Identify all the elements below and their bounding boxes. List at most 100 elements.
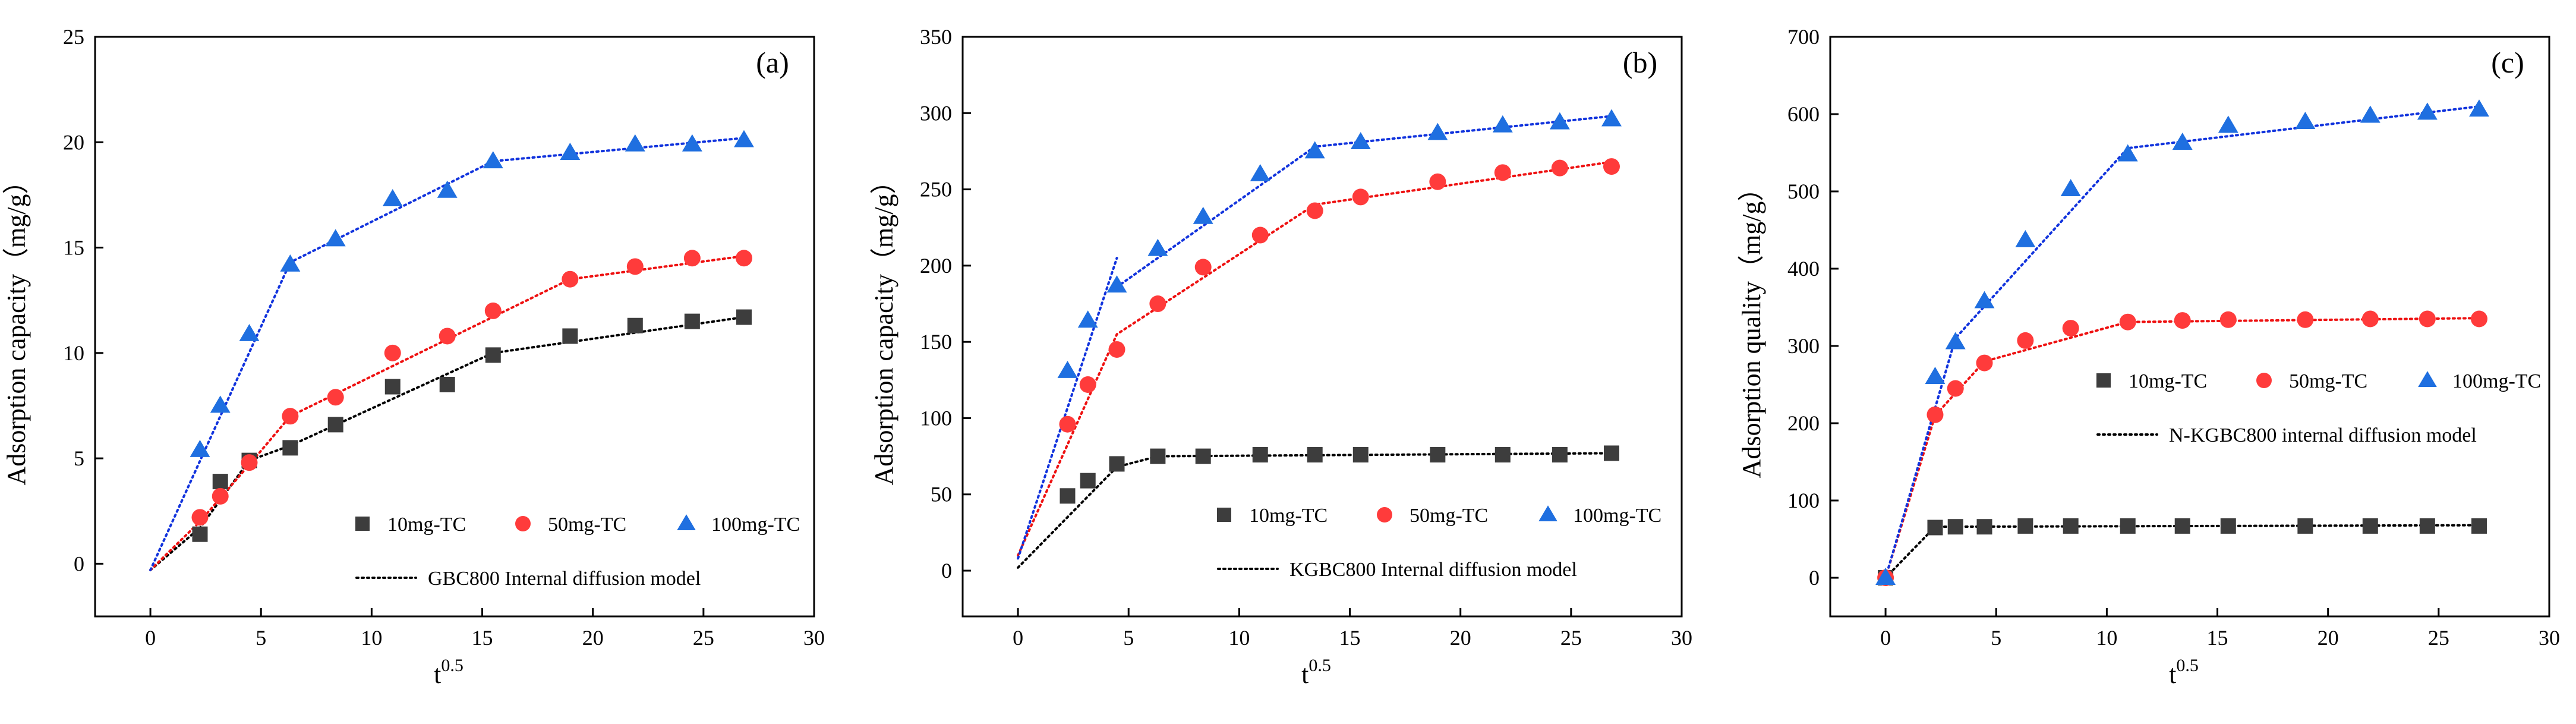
- data-point: [1494, 164, 1511, 181]
- legend-label: 100mg-TC: [711, 514, 800, 536]
- legend-label: 10mg-TC: [1249, 505, 1328, 527]
- data-point: [485, 347, 501, 363]
- legend-marker: [1217, 508, 1231, 522]
- data-point: [560, 143, 581, 160]
- y-tick-label: 0: [1809, 566, 1820, 590]
- y-tick-label: 700: [1787, 25, 1820, 49]
- data-point: [1306, 202, 1323, 219]
- y-tick-label: 0: [941, 559, 952, 583]
- data-point: [1427, 122, 1448, 140]
- data-point: [2060, 179, 2081, 197]
- data-point: [239, 323, 260, 341]
- data-point: [327, 389, 344, 406]
- fit-line: [1017, 160, 1613, 557]
- data-point: [282, 408, 299, 425]
- data-point: [1927, 406, 1944, 423]
- data-point: [1307, 447, 1323, 463]
- data-point: [2469, 99, 2489, 117]
- data-point: [1352, 447, 1369, 463]
- x-tick-label: 5: [1991, 626, 2001, 650]
- data-point: [1350, 132, 1371, 149]
- legend-model-label: GBC800 Internal diffusion model: [428, 568, 701, 590]
- y-tick-label: 500: [1787, 180, 1820, 203]
- data-point: [2219, 311, 2237, 328]
- x-tick-label: 10: [1228, 626, 1250, 650]
- data-point: [562, 270, 579, 288]
- data-point: [439, 328, 456, 345]
- data-point: [280, 254, 301, 272]
- data-point: [1494, 447, 1511, 463]
- data-point: [384, 379, 401, 395]
- x-tick-label: 0: [1880, 626, 1891, 650]
- data-point: [191, 509, 209, 526]
- x-tick-label: 5: [1123, 626, 1134, 650]
- panel-c: 0 5 10 15 20 25 300100200300400500600700t0.5Ad…: [1737, 25, 2560, 689]
- data-point: [1057, 360, 1078, 378]
- data-point: [190, 439, 210, 457]
- data-point: [2174, 312, 2191, 329]
- data-point: [1976, 519, 1992, 535]
- data-point: [1976, 354, 1993, 372]
- data-point: [2220, 518, 2236, 534]
- data-point: [562, 328, 578, 344]
- data-point: [1195, 448, 1211, 464]
- data-point: [1080, 473, 1096, 489]
- data-point: [2470, 310, 2487, 328]
- legend-marker: [677, 514, 696, 531]
- x-tick-label: 0: [145, 626, 156, 650]
- data-point: [241, 454, 258, 471]
- data-point: [1194, 259, 1212, 276]
- data-point: [1552, 447, 1568, 463]
- panel-a: 0 5 10 15 20 25 30 0 5 10 15 20 25 t0.5 Adsorption cap…: [2, 25, 825, 689]
- x-axis-title: t0.5: [2169, 656, 2199, 689]
- data-point: [1109, 456, 1125, 472]
- y-tick-label: 200: [920, 254, 952, 278]
- data-point: [682, 134, 702, 152]
- x-axis-title-superscript: 0.5: [2176, 656, 2199, 675]
- legend-label: 100mg-TC: [2452, 370, 2541, 392]
- data-point: [1079, 376, 1096, 393]
- y-tick-label: 150: [920, 330, 952, 354]
- plot-frame: [1829, 36, 2550, 618]
- plot-frame: [961, 36, 1683, 618]
- legend-marker: [355, 517, 370, 531]
- x-tick-label: 15: [1339, 626, 1361, 650]
- data-point: [210, 395, 231, 413]
- data-point: [212, 474, 228, 490]
- data-point: [1947, 519, 1963, 535]
- x-tick-label: 0: [1013, 626, 1023, 650]
- x-tick-label: 25: [693, 626, 714, 650]
- data-point: [2017, 332, 2034, 349]
- y-tick-label: 400: [1787, 257, 1820, 281]
- data-point: [2119, 313, 2136, 330]
- data-point: [1603, 445, 1619, 461]
- data-point: [1947, 380, 1964, 397]
- y-tick-label: 600: [1787, 102, 1820, 126]
- data-point: [2360, 105, 2380, 123]
- data-point: [1875, 568, 1896, 585]
- data-point: [325, 229, 346, 247]
- panel-b: 0 5 10 15 20 25 30050100150200250300350t0.5Ads…: [869, 25, 1692, 689]
- x-tick-label: 15: [2207, 626, 2228, 650]
- x-tick-label: 15: [472, 626, 493, 650]
- data-point: [2419, 310, 2436, 328]
- data-point: [736, 309, 752, 325]
- data-point: [627, 317, 643, 333]
- x-axis-title-base: t: [2169, 660, 2176, 689]
- y-axis-title: Adsorption quality（mg/g）: [1737, 175, 1766, 479]
- data-point: [2297, 518, 2313, 534]
- legend-model-label: KGBC800 Internal diffusion model: [1289, 559, 1577, 581]
- y-tick-label: 5: [74, 446, 84, 470]
- legend: 10mg-TC 50mg-TC 100mg-TC GBC800 Internal di…: [355, 514, 800, 590]
- legend-label: 10mg-TC: [387, 514, 466, 536]
- data-point: [1429, 173, 1446, 190]
- data-point: [1059, 415, 1076, 433]
- data-point: [1252, 447, 1268, 463]
- panel-label-c: (c): [2491, 46, 2524, 79]
- legend-marker: [2096, 373, 2111, 388]
- data-point: [2361, 310, 2379, 328]
- data-point: [1106, 275, 1127, 293]
- data-point: [2174, 518, 2190, 534]
- data-point: [1147, 238, 1168, 256]
- x-tick-label: 10: [361, 626, 382, 650]
